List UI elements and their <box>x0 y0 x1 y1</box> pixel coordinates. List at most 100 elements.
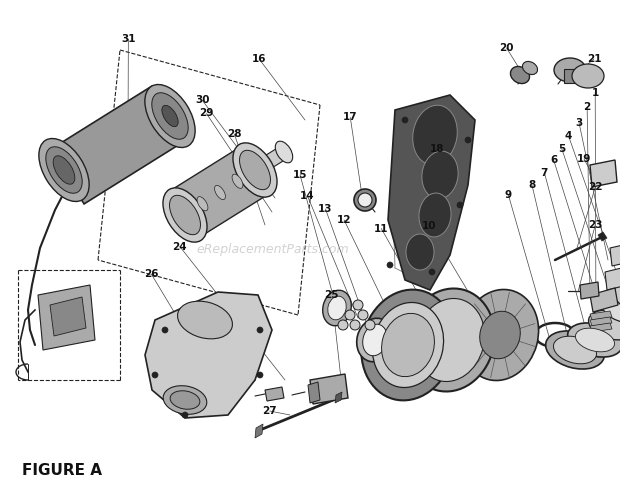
Ellipse shape <box>413 105 458 165</box>
Ellipse shape <box>250 163 260 177</box>
Ellipse shape <box>182 412 188 418</box>
Ellipse shape <box>257 372 263 378</box>
Ellipse shape <box>169 196 200 234</box>
Ellipse shape <box>257 327 263 333</box>
Text: 16: 16 <box>252 54 267 64</box>
Ellipse shape <box>387 262 393 268</box>
Ellipse shape <box>233 143 277 197</box>
Text: 7: 7 <box>541 168 548 177</box>
Text: 1: 1 <box>591 88 599 98</box>
Text: eReplacementParts.com: eReplacementParts.com <box>197 244 349 256</box>
Ellipse shape <box>353 300 363 310</box>
Ellipse shape <box>215 186 226 200</box>
Ellipse shape <box>429 269 435 275</box>
Text: 24: 24 <box>172 242 187 252</box>
Bar <box>50 86 186 204</box>
Ellipse shape <box>406 234 434 270</box>
Ellipse shape <box>588 310 620 340</box>
Ellipse shape <box>152 92 188 140</box>
Ellipse shape <box>197 196 208 211</box>
Polygon shape <box>598 232 607 241</box>
Ellipse shape <box>523 62 538 74</box>
Text: 18: 18 <box>430 144 445 154</box>
Text: 6: 6 <box>550 155 557 165</box>
Text: 23: 23 <box>588 220 603 230</box>
Ellipse shape <box>46 146 82 194</box>
Ellipse shape <box>373 302 443 388</box>
Ellipse shape <box>614 282 620 312</box>
Ellipse shape <box>461 290 539 380</box>
Polygon shape <box>590 323 612 332</box>
Ellipse shape <box>480 311 520 359</box>
Text: 19: 19 <box>577 154 591 164</box>
Text: 9: 9 <box>505 190 512 200</box>
Ellipse shape <box>365 320 375 330</box>
Text: 10: 10 <box>422 221 436 231</box>
Text: 17: 17 <box>343 112 358 122</box>
Ellipse shape <box>402 117 408 123</box>
Ellipse shape <box>163 386 207 414</box>
Ellipse shape <box>361 290 454 401</box>
Polygon shape <box>610 240 620 266</box>
Ellipse shape <box>422 151 458 199</box>
Ellipse shape <box>575 328 614 352</box>
Text: 29: 29 <box>199 108 214 118</box>
Ellipse shape <box>152 372 158 378</box>
Polygon shape <box>590 317 612 326</box>
Ellipse shape <box>162 327 168 333</box>
Text: 26: 26 <box>144 269 159 279</box>
Ellipse shape <box>162 106 178 126</box>
Text: 28: 28 <box>227 129 242 139</box>
Text: 27: 27 <box>262 406 277 416</box>
Text: 30: 30 <box>195 95 210 105</box>
Polygon shape <box>580 282 599 299</box>
Ellipse shape <box>510 66 529 84</box>
Polygon shape <box>388 95 475 290</box>
Ellipse shape <box>145 84 195 148</box>
Bar <box>259 146 287 172</box>
Ellipse shape <box>180 208 190 222</box>
Ellipse shape <box>177 301 232 339</box>
Ellipse shape <box>546 331 604 369</box>
Ellipse shape <box>381 314 435 376</box>
Polygon shape <box>310 374 348 404</box>
Text: 3: 3 <box>575 118 583 128</box>
Text: 25: 25 <box>324 290 339 300</box>
Polygon shape <box>590 311 612 320</box>
Ellipse shape <box>457 202 463 208</box>
Polygon shape <box>465 302 502 378</box>
Bar <box>564 69 586 83</box>
Ellipse shape <box>350 320 360 330</box>
Ellipse shape <box>322 290 352 326</box>
Ellipse shape <box>358 310 368 320</box>
Polygon shape <box>145 292 272 418</box>
Ellipse shape <box>465 137 471 143</box>
Text: 22: 22 <box>588 182 603 192</box>
Polygon shape <box>38 285 95 350</box>
Ellipse shape <box>363 324 388 356</box>
Ellipse shape <box>338 320 348 330</box>
Ellipse shape <box>568 323 620 357</box>
Polygon shape <box>590 160 617 187</box>
Text: 5: 5 <box>558 144 565 154</box>
Ellipse shape <box>328 296 346 320</box>
Ellipse shape <box>232 174 243 188</box>
Polygon shape <box>605 264 620 290</box>
Polygon shape <box>255 424 263 438</box>
Text: 15: 15 <box>293 170 308 180</box>
Text: 31: 31 <box>121 34 136 44</box>
Text: 12: 12 <box>337 215 352 225</box>
Text: 14: 14 <box>300 191 315 201</box>
Polygon shape <box>335 392 342 403</box>
Ellipse shape <box>170 391 200 409</box>
Text: 13: 13 <box>318 204 333 214</box>
Ellipse shape <box>554 336 596 364</box>
Polygon shape <box>150 100 185 135</box>
Ellipse shape <box>415 298 485 382</box>
Ellipse shape <box>358 193 372 207</box>
Ellipse shape <box>603 297 620 323</box>
Ellipse shape <box>275 141 293 163</box>
Ellipse shape <box>419 193 451 237</box>
Text: 8: 8 <box>528 180 536 190</box>
Text: 11: 11 <box>374 224 389 234</box>
